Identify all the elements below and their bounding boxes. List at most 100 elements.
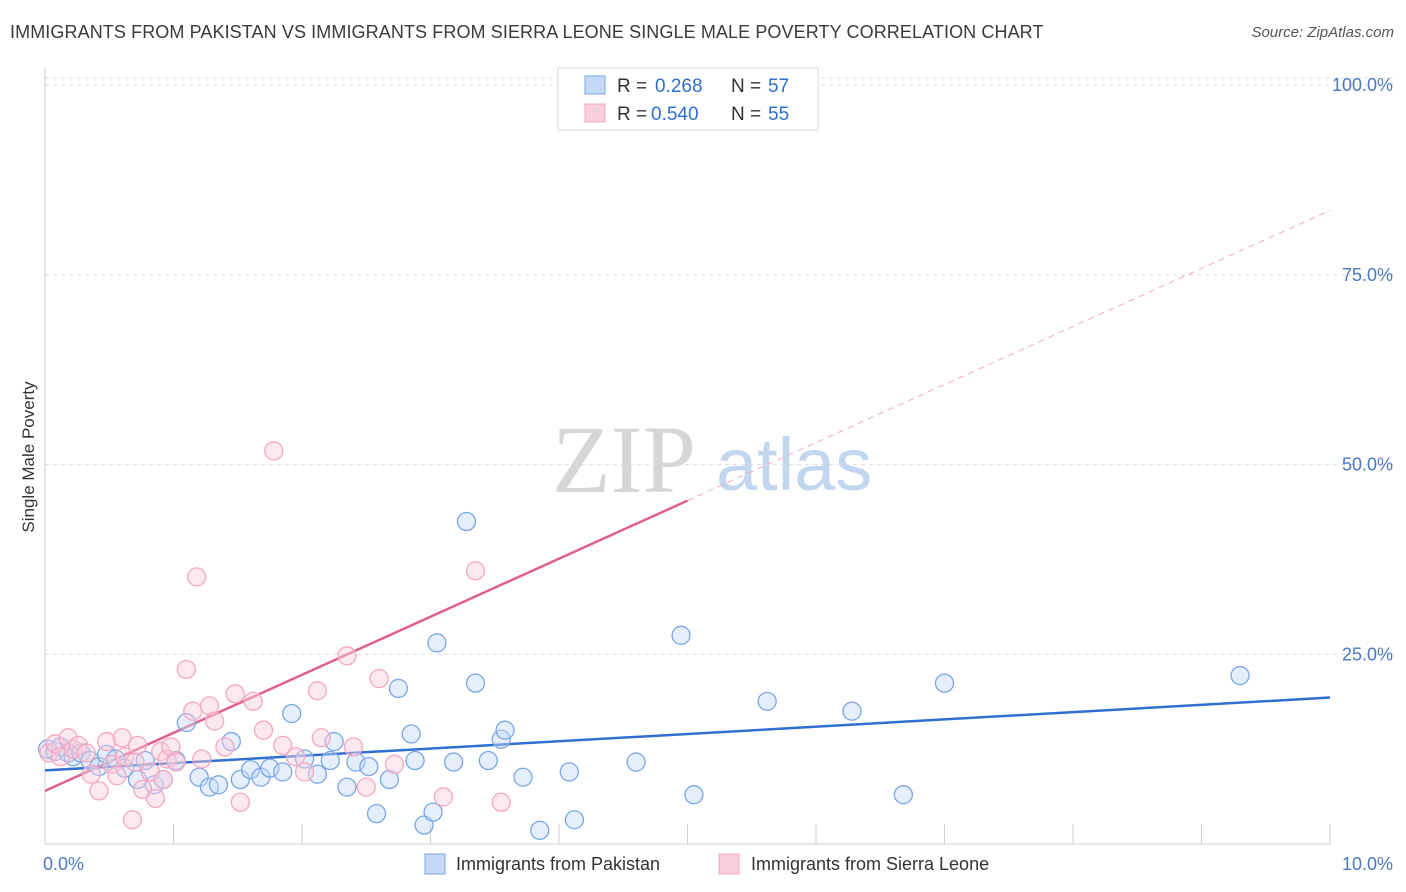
point-sierra-leone bbox=[225, 684, 245, 704]
axes bbox=[44, 68, 1331, 845]
y-tick-label: 100.0% bbox=[1332, 75, 1393, 95]
point-sierra-leone bbox=[145, 788, 166, 809]
legend-r-value-2: 0.540 bbox=[651, 104, 699, 125]
point-pakistan bbox=[366, 803, 387, 824]
point-pakistan bbox=[530, 820, 550, 840]
point-pakistan bbox=[564, 810, 585, 830]
point-pakistan bbox=[208, 775, 229, 795]
point-pakistan bbox=[465, 673, 486, 693]
point-sierra-leone bbox=[89, 781, 109, 801]
point-sierra-leone bbox=[112, 728, 132, 748]
x-tick-label: 10.0% bbox=[1342, 854, 1393, 874]
point-pakistan bbox=[456, 511, 477, 532]
point-pakistan bbox=[1230, 665, 1250, 686]
point-pakistan bbox=[478, 750, 498, 771]
point-sierra-leone bbox=[107, 766, 127, 786]
legend-r-value-1: 0.268 bbox=[655, 76, 703, 97]
point-sierra-leone bbox=[230, 792, 250, 812]
trend-lines bbox=[44, 209, 1331, 793]
point-sierra-leone bbox=[433, 787, 454, 807]
point-sierra-leone bbox=[166, 752, 186, 772]
point-pakistan bbox=[671, 625, 691, 645]
point-pakistan bbox=[320, 750, 340, 771]
point-pakistan bbox=[282, 703, 302, 724]
point-pakistan bbox=[684, 785, 704, 805]
point-sierra-leone bbox=[76, 743, 96, 763]
bottom-legend-swatch-sierra-leone bbox=[718, 853, 740, 875]
x-tick-label: 0.0% bbox=[43, 854, 84, 874]
point-pakistan bbox=[934, 673, 955, 693]
point-sierra-leone bbox=[153, 769, 173, 790]
point-pakistan bbox=[221, 731, 241, 752]
legend-swatch-sierra-leone bbox=[584, 103, 606, 123]
point-sierra-leone bbox=[81, 764, 101, 784]
point-sierra-leone bbox=[491, 792, 511, 812]
point-sierra-leone bbox=[199, 696, 220, 716]
y-tick-label: 50.0% bbox=[1342, 455, 1393, 475]
point-sierra-leone bbox=[264, 441, 284, 461]
point-sierra-leone bbox=[369, 668, 389, 689]
point-sierra-leone bbox=[186, 567, 207, 587]
point-sierra-leone bbox=[273, 735, 293, 756]
point-sierra-leone bbox=[115, 747, 135, 767]
point-sierra-leone bbox=[125, 752, 145, 772]
watermark: ZIP atlas bbox=[552, 406, 872, 513]
point-sierra-leone bbox=[337, 646, 357, 666]
point-pakistan bbox=[401, 724, 421, 744]
y-axis-label: Single Male Poverty bbox=[19, 381, 38, 533]
point-pakistan bbox=[495, 720, 515, 740]
point-pakistan bbox=[423, 802, 443, 822]
point-sierra-leone bbox=[253, 720, 274, 740]
point-sierra-leone bbox=[465, 561, 486, 581]
point-pakistan bbox=[273, 762, 293, 782]
gridlines bbox=[45, 77, 1395, 655]
point-sierra-leone bbox=[311, 728, 331, 748]
point-sierra-leone bbox=[356, 777, 376, 797]
chart-title: IMMIGRANTS FROM PAKISTAN VS IMMIGRANTS F… bbox=[10, 22, 1044, 42]
source-label: Source: ZipAtlas.com bbox=[1251, 24, 1394, 41]
y-tick-label: 25.0% bbox=[1342, 644, 1393, 664]
point-sierra-leone bbox=[384, 754, 405, 774]
point-sierra-leone bbox=[307, 681, 328, 701]
point-sierra-leone bbox=[97, 731, 117, 752]
point-sierra-leone bbox=[161, 737, 181, 757]
trend-line-1 bbox=[44, 499, 689, 793]
point-pakistan bbox=[626, 752, 646, 772]
legend-n-value-2: 55 bbox=[768, 104, 789, 125]
data-points bbox=[37, 441, 1250, 840]
bottom-legend-swatch-pakistan bbox=[424, 853, 446, 875]
legend-swatch-pakistan bbox=[584, 75, 606, 95]
legend: R = 0.268 N = 57 R = 0.540 N = 55 bbox=[557, 67, 819, 131]
point-pakistan bbox=[379, 769, 400, 790]
bottom-legend-label-pakistan: Immigrants from Pakistan bbox=[456, 854, 660, 874]
point-pakistan bbox=[443, 752, 464, 772]
legend-n-value-1: 57 bbox=[768, 76, 789, 97]
point-pakistan bbox=[230, 769, 250, 790]
point-sierra-leone bbox=[294, 762, 315, 782]
point-sierra-leone bbox=[285, 747, 306, 767]
point-sierra-leone bbox=[58, 728, 78, 748]
point-pakistan bbox=[559, 762, 579, 782]
point-sierra-leone bbox=[204, 711, 225, 731]
legend-r-label-1: R = bbox=[617, 76, 647, 97]
y-tick-label: 75.0% bbox=[1342, 265, 1393, 285]
point-sierra-leone bbox=[192, 749, 212, 769]
legend-n-label-2: N = bbox=[731, 104, 761, 125]
point-pakistan bbox=[359, 756, 379, 777]
point-sierra-leone bbox=[176, 659, 197, 680]
watermark-zip: ZIP bbox=[552, 406, 696, 513]
point-sierra-leone bbox=[343, 737, 364, 757]
bottom-legend: Immigrants from Pakistan Immigrants from… bbox=[424, 853, 989, 875]
point-pakistan bbox=[388, 678, 409, 699]
point-pakistan bbox=[893, 785, 914, 805]
point-sierra-leone bbox=[150, 741, 171, 762]
point-pakistan bbox=[135, 750, 155, 771]
trend-line-0 bbox=[44, 696, 1331, 772]
point-pakistan bbox=[427, 633, 447, 653]
point-pakistan bbox=[513, 767, 533, 787]
point-sierra-leone bbox=[127, 735, 148, 756]
point-pakistan bbox=[337, 777, 357, 797]
legend-r-label-2: R = bbox=[617, 104, 647, 125]
point-pakistan bbox=[757, 691, 777, 711]
